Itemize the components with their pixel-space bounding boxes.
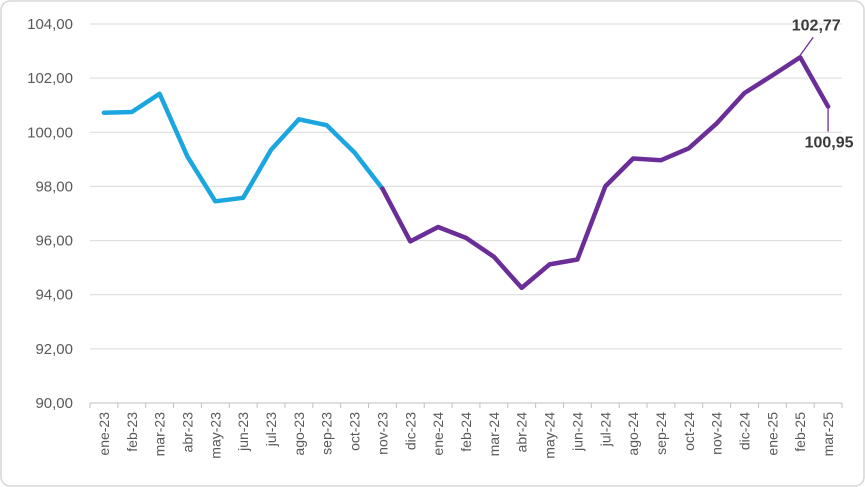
x-axis-tick-label: mar-24 bbox=[486, 412, 502, 457]
x-axis-tick-label: jul-23 bbox=[263, 412, 279, 447]
x-axis-tick-label: may-23 bbox=[207, 412, 223, 459]
y-axis-tick-label: 98,00 bbox=[35, 178, 73, 195]
y-axis-tick-label: 96,00 bbox=[35, 233, 73, 250]
y-axis-tick-label: 92,00 bbox=[35, 341, 73, 358]
series-line-blue-segment[interactable] bbox=[101, 91, 385, 204]
x-axis-tick-label: dic-23 bbox=[402, 412, 418, 450]
x-axis-tick-label: abr-23 bbox=[179, 412, 195, 453]
x-axis-tick-label: nov-24 bbox=[709, 412, 725, 455]
x-axis-tick-label: oct-24 bbox=[681, 412, 697, 451]
data-point-label[interactable]: 102,77 bbox=[792, 17, 841, 34]
x-axis-tick-label: sep-24 bbox=[653, 412, 669, 455]
x-axis-tick-label: feb-25 bbox=[792, 412, 808, 452]
y-axis-tick-label: 94,00 bbox=[35, 287, 73, 304]
data-label-leader-line bbox=[799, 36, 814, 56]
x-axis-tick-label: feb-23 bbox=[124, 412, 140, 452]
x-axis-tick-label: ene-23 bbox=[96, 412, 112, 456]
x-axis-tick-label: nov-23 bbox=[374, 412, 390, 455]
x-axis-tick-label: ene-25 bbox=[764, 412, 780, 456]
x-axis-tick-label: sep-23 bbox=[319, 412, 335, 455]
x-axis-tick-label: jul-24 bbox=[597, 412, 613, 447]
x-axis-tick-label: ago-24 bbox=[625, 412, 641, 456]
series-line-purple-segment[interactable] bbox=[380, 55, 831, 291]
x-axis-tick-label: oct-23 bbox=[347, 412, 363, 451]
x-axis-tick-label: jun-24 bbox=[569, 412, 585, 452]
x-axis-tick-label: ago-23 bbox=[291, 412, 307, 456]
x-axis-tick-label: jun-23 bbox=[235, 412, 251, 452]
x-axis-tick-label: abr-24 bbox=[514, 412, 530, 453]
x-axis-tick-label: ene-24 bbox=[430, 412, 446, 456]
x-axis-tick-label: dic-24 bbox=[737, 412, 753, 450]
x-axis-tick-label: feb-24 bbox=[458, 412, 474, 452]
y-axis-tick-label: 102,00 bbox=[27, 70, 73, 87]
x-axis-tick-label: may-24 bbox=[542, 412, 558, 459]
y-axis-tick-label: 104,00 bbox=[27, 16, 73, 33]
x-axis-tick-label: mar-25 bbox=[820, 412, 836, 457]
y-axis-tick-label: 100,00 bbox=[27, 124, 73, 141]
data-point-label[interactable]: 100,95 bbox=[805, 135, 854, 152]
y-axis-tick-label: 90,00 bbox=[35, 395, 73, 412]
x-axis-tick-label: mar-23 bbox=[152, 412, 168, 457]
